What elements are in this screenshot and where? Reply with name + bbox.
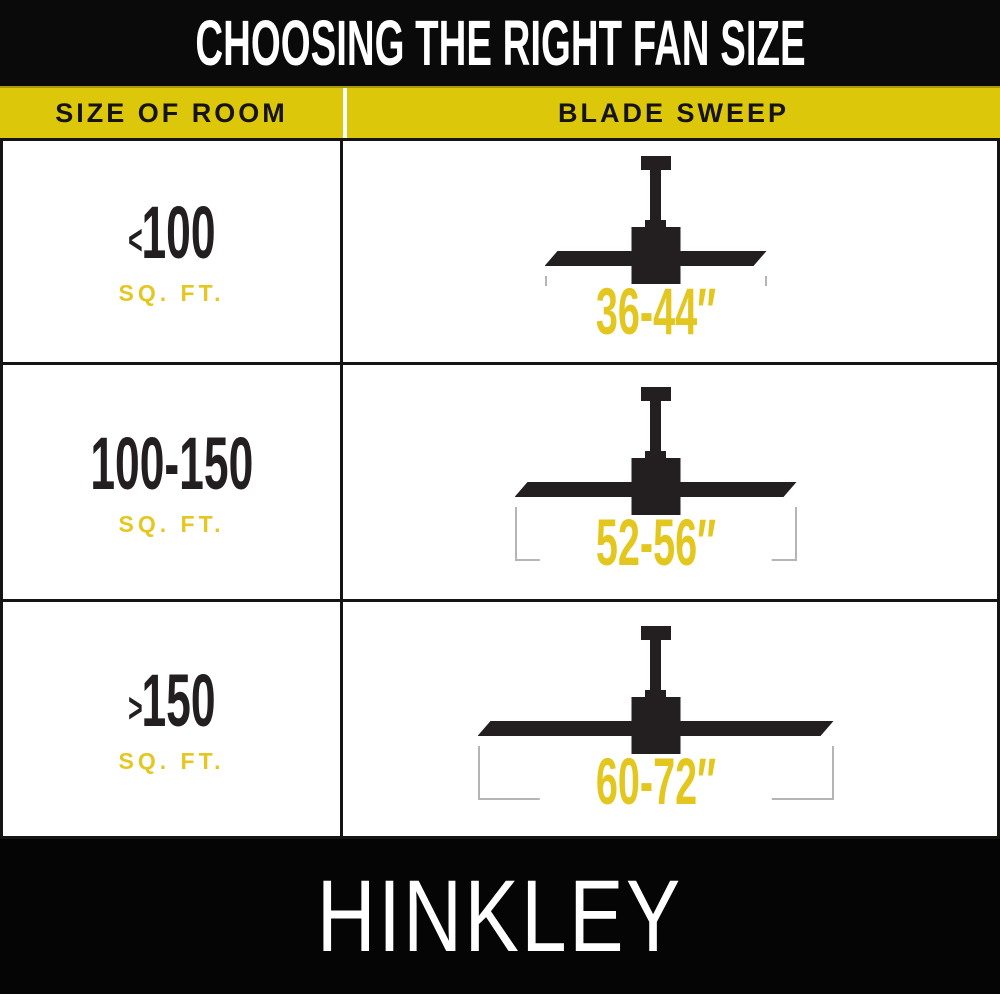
less-than-sign: < xyxy=(127,215,143,263)
room-size-cell: >150 SQ. FT. xyxy=(3,602,343,836)
greater-than-sign: > xyxy=(127,683,143,731)
blade-sweep-cell: 36-44″ xyxy=(343,141,997,362)
column-header-size-of-room: SIZE OF ROOM xyxy=(55,97,288,128)
room-size-unit: SQ. FT. xyxy=(118,280,225,306)
room-size-number: 150 xyxy=(141,658,216,742)
fan-mount-icon xyxy=(640,156,671,170)
ceiling-fan-icon xyxy=(545,156,767,284)
sweep-measurement: 60-72″ xyxy=(539,744,772,825)
room-size-cell: <100 SQ. FT. xyxy=(3,141,343,362)
blade-sweep-cell: 60-72″ xyxy=(343,602,997,836)
table-row: >150 SQ. FT. 60-72″ xyxy=(3,602,997,839)
blade-sweep-cell: 52-56″ xyxy=(343,365,997,599)
fan-coupler-icon xyxy=(645,690,666,697)
measurement-bracket: 36-44″ xyxy=(539,276,772,355)
page-title: CHOOSING THE RIGHT FAN SIZE xyxy=(194,7,806,79)
brand-logo: HINKLEY xyxy=(317,859,683,973)
fan-downrod-icon xyxy=(650,401,661,451)
fan-coupler-icon xyxy=(645,451,666,458)
fan-motor-icon xyxy=(631,227,680,284)
fan-motor-icon xyxy=(631,697,680,754)
sweep-measurement-value: 60-72″ xyxy=(595,744,716,818)
column-header-row: SIZE OF ROOM BLADE SWEEP xyxy=(0,86,1000,138)
fan-downrod-icon xyxy=(650,170,661,220)
room-size-value: <100 xyxy=(99,196,245,270)
title-bar: CHOOSING THE RIGHT FAN SIZE xyxy=(0,0,1000,86)
room-size-number: 100-150 xyxy=(90,421,253,505)
sweep-measurement-value: 36-44″ xyxy=(595,274,716,348)
measurement-bracket: 52-56″ xyxy=(514,507,797,586)
fan-body xyxy=(545,227,767,284)
room-size-value: >150 xyxy=(99,663,245,738)
fan-motor-icon xyxy=(631,458,680,515)
fan-body xyxy=(478,697,834,754)
measurement-bracket: 60-72″ xyxy=(477,746,834,825)
sweep-measurement: 52-56″ xyxy=(539,505,772,586)
ceiling-fan-icon xyxy=(478,626,834,754)
fan-mount-icon xyxy=(640,626,671,640)
room-size-unit: SQ. FT. xyxy=(118,510,225,537)
room-size-value: 100-150 xyxy=(36,426,308,501)
room-size-cell: 100-150 SQ. FT. xyxy=(3,365,343,599)
sweep-measurement: 36-44″ xyxy=(539,274,772,355)
table-row: <100 SQ. FT. 36-44″ xyxy=(3,141,997,365)
fan-downrod-icon xyxy=(650,640,661,690)
fan-body xyxy=(515,458,797,515)
size-table: <100 SQ. FT. 36-44″ xyxy=(0,138,1000,839)
fan-coupler-icon xyxy=(645,220,666,227)
ceiling-fan-icon xyxy=(515,387,797,515)
fan-mount-icon xyxy=(640,387,671,401)
table-row: 100-150 SQ. FT. 52-56″ xyxy=(3,365,997,602)
room-size-number: 100 xyxy=(141,191,216,274)
brand-footer: HINKLEY xyxy=(0,839,1000,994)
room-size-unit: SQ. FT. xyxy=(118,747,225,774)
sweep-measurement-value: 52-56″ xyxy=(595,505,716,579)
column-header-blade-sweep: BLADE SWEEP xyxy=(343,88,1000,138)
